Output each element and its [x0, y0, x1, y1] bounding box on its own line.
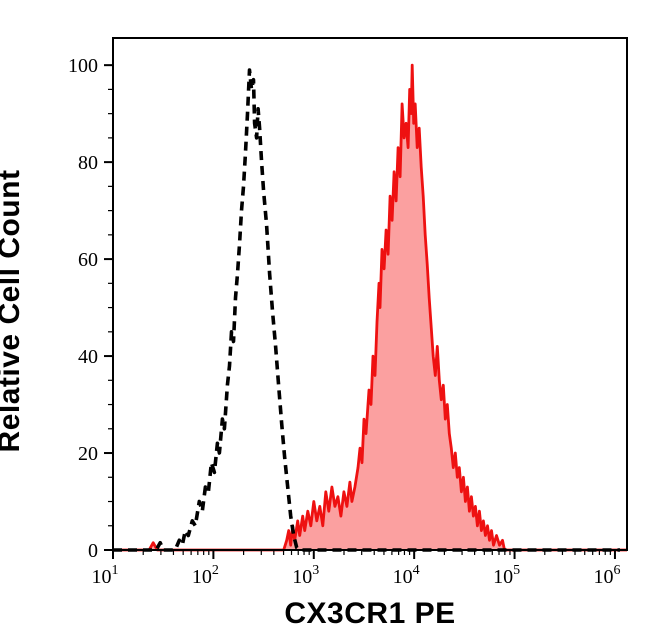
- plot-frame: [112, 37, 628, 551]
- axis-ticks: [104, 64, 616, 559]
- x-axis-title: CX3CR1 PE: [0, 597, 554, 631]
- y-axis-title: Relative Cell Count: [0, 169, 26, 453]
- x-tick-label: 105: [493, 563, 520, 588]
- axis-tick-labels: 101 102 103 104 105 106 0 20 40 60 80 100: [68, 55, 620, 588]
- histogram-curves: [113, 63, 627, 552]
- plot-frame-rect: [112, 37, 628, 551]
- y-tick-label: 60: [78, 249, 98, 271]
- red-filled-sample-curve: [113, 63, 627, 552]
- y-tick-label: 100: [68, 55, 98, 77]
- y-tick-label: 0: [88, 540, 98, 562]
- x-tick-label: 106: [593, 563, 620, 588]
- x-tick-label: 102: [192, 563, 219, 588]
- y-tick-label: 20: [78, 443, 98, 465]
- x-tick-label: 103: [292, 563, 319, 588]
- x-tick-label: 104: [393, 563, 420, 588]
- red-filled-sample-fill: [113, 65, 627, 550]
- x-tick-label: 101: [92, 563, 119, 588]
- x-axis-title-text: CX3CR1 PE: [284, 597, 456, 630]
- y-tick-label: 40: [78, 346, 98, 368]
- black-dashed-control-curve: [113, 68, 620, 552]
- y-tick-label: 80: [78, 152, 98, 174]
